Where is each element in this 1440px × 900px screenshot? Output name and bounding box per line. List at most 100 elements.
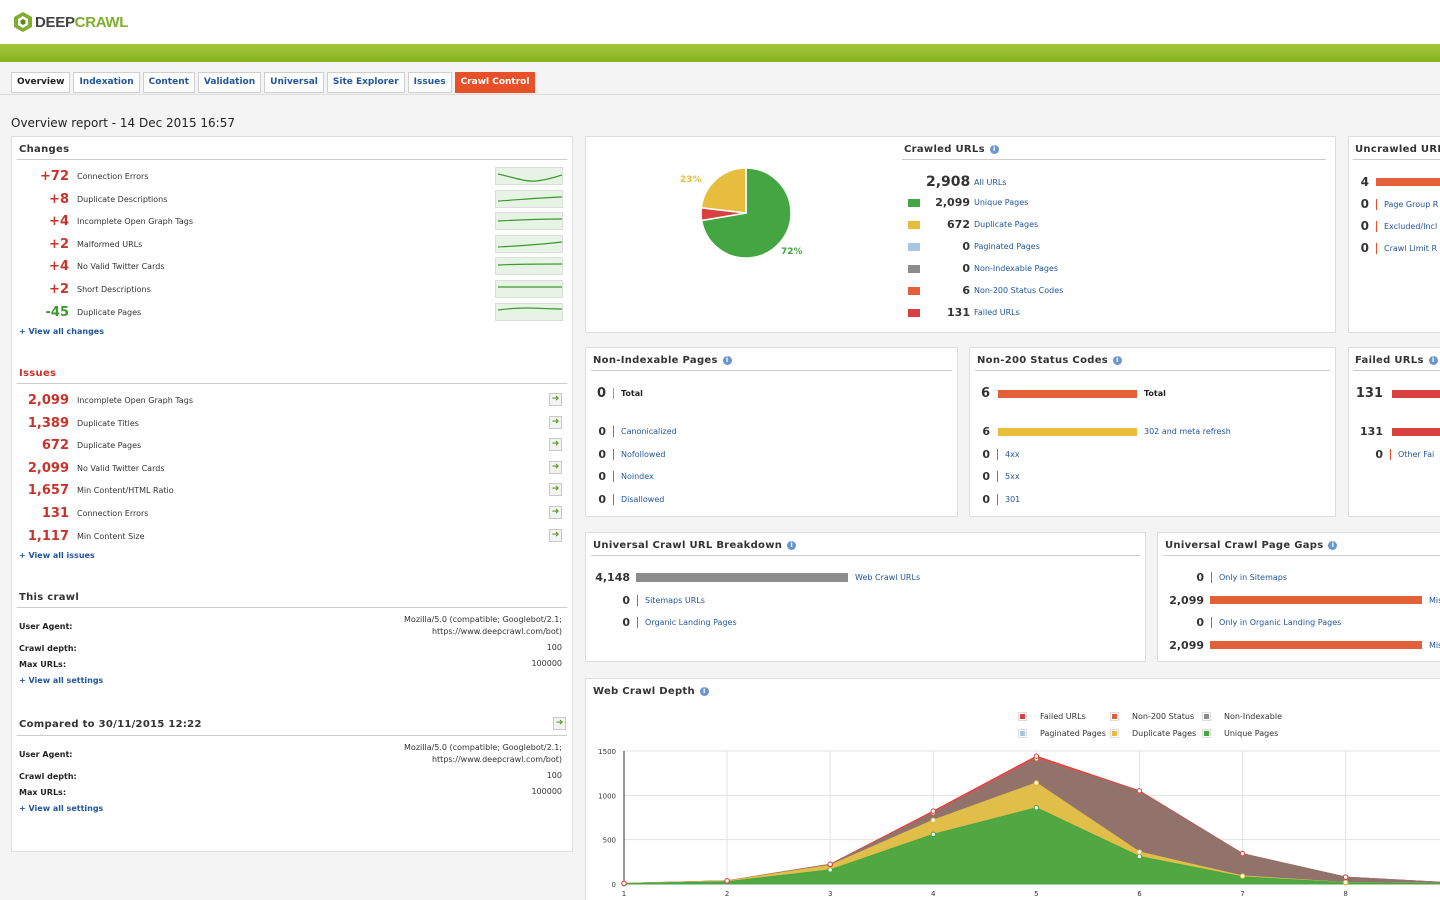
tab-site-explorer[interactable]: Site Explorer bbox=[326, 72, 405, 93]
uncrawled-label[interactable]: Page Group R bbox=[1384, 199, 1439, 209]
issue-go-arrow-icon[interactable]: ➜ bbox=[549, 438, 562, 452]
point-duplicate-pages[interactable] bbox=[1033, 780, 1040, 786]
crawled-url-row[interactable]: 6 Non-200 Status Codes bbox=[908, 284, 1063, 297]
point-failed-urls[interactable] bbox=[724, 878, 730, 884]
info-icon[interactable]: i bbox=[787, 540, 797, 550]
issue-row[interactable]: 1,389 Duplicate Titles bbox=[12, 416, 139, 431]
point-unique-pages[interactable] bbox=[930, 831, 936, 838]
gap-bar-label[interactable]: Mis bbox=[1429, 595, 1440, 605]
point-failed-urls[interactable] bbox=[621, 880, 627, 887]
issue-row[interactable]: 1,657 Min Content/HTML Ratio bbox=[12, 483, 174, 498]
compared-view-all-settings-link[interactable]: + View all settings bbox=[19, 804, 104, 813]
point-unique-pages[interactable] bbox=[1136, 853, 1143, 860]
gap-row[interactable]: 0 Only in Organic Landing Pages bbox=[1158, 616, 1341, 629]
non-200-row[interactable]: 0 301 bbox=[970, 493, 1020, 506]
view-all-settings-link[interactable]: + View all settings bbox=[19, 676, 104, 685]
deepcrawl-logo[interactable]: DEEPCRAWL bbox=[13, 11, 128, 33]
uncrawled-row[interactable]: 0 Crawl Limit R bbox=[1349, 241, 1437, 255]
point-duplicate-pages[interactable] bbox=[1239, 873, 1246, 879]
point-failed-urls[interactable] bbox=[827, 861, 833, 867]
uncrawled-label[interactable]: Crawl Limit R bbox=[1384, 243, 1438, 253]
breakdown-label[interactable]: Sitemaps URLs bbox=[645, 595, 705, 605]
ni-label[interactable]: Disallowed bbox=[621, 494, 665, 504]
non-indexable-row[interactable]: 0 Disallowed bbox=[586, 493, 664, 506]
gap-row[interactable]: 2,099 Mis bbox=[1158, 594, 1440, 607]
point-failed-urls[interactable] bbox=[1136, 788, 1143, 794]
non-indexable-row[interactable]: 0 Nofollowed bbox=[586, 448, 665, 461]
tab-issues[interactable]: Issues bbox=[407, 72, 452, 93]
crawled-label[interactable]: Non-200 Status Codes bbox=[974, 286, 1064, 295]
non-indexable-row[interactable]: 0 Noindex bbox=[586, 470, 654, 483]
ni-label[interactable]: Noindex bbox=[621, 472, 654, 482]
issue-go-arrow-icon[interactable]: ➜ bbox=[549, 393, 562, 406]
point-failed-urls[interactable] bbox=[1239, 850, 1246, 857]
point-duplicate-pages[interactable] bbox=[930, 817, 936, 823]
gap-label[interactable]: Only in Organic Landing Pages bbox=[1219, 618, 1342, 628]
breakdown-row[interactable]: 0 Sitemaps URLs bbox=[586, 594, 705, 607]
issue-row[interactable]: 2,099 No Valid Twitter Cards bbox=[12, 461, 165, 476]
change-sparkline[interactable] bbox=[495, 212, 563, 231]
crawled-url-row[interactable]: 0 Paginated Pages bbox=[908, 240, 1040, 253]
info-icon[interactable]: i bbox=[1428, 355, 1438, 365]
issue-go-arrow-icon[interactable]: ➜ bbox=[549, 415, 562, 429]
tab-crawl-control[interactable]: Crawl Control bbox=[454, 72, 536, 93]
view-all-changes-link[interactable]: + View all changes bbox=[19, 327, 104, 336]
point-failed-urls[interactable] bbox=[1033, 753, 1040, 759]
non-200-row[interactable]: 6 302 and meta refresh bbox=[970, 425, 1231, 438]
point-duplicate-pages[interactable] bbox=[1342, 879, 1349, 886]
gap-row[interactable]: 2,099 Mis bbox=[1158, 639, 1440, 652]
legend-item[interactable]: Non-Indexable bbox=[1202, 712, 1282, 721]
issue-go-arrow-icon[interactable]: ➜ bbox=[549, 528, 562, 542]
crawled-url-row[interactable]: 2,908 All URLs bbox=[908, 174, 1007, 190]
view-all-issues-link[interactable]: + View all issues bbox=[19, 551, 95, 560]
breakdown-label[interactable]: Web Crawl URLs bbox=[855, 573, 921, 582]
info-icon[interactable]: i bbox=[1328, 540, 1338, 550]
legend-item[interactable]: Paginated Pages bbox=[1018, 729, 1106, 738]
uncrawled-row[interactable]: 0 Page Group R bbox=[1349, 197, 1439, 211]
change-sparkline[interactable] bbox=[495, 234, 563, 253]
issue-row[interactable]: 2,099 Incomplete Open Graph Tags bbox=[12, 393, 193, 408]
point-failed-urls[interactable] bbox=[1342, 874, 1349, 880]
n200-label[interactable]: 5xx bbox=[1005, 472, 1020, 482]
crawled-label[interactable]: Non-Indexable Pages bbox=[974, 264, 1059, 273]
crawled-url-row[interactable]: 2,099 Unique Pages bbox=[908, 196, 1028, 209]
legend-item[interactable]: Non-200 Status bbox=[1110, 712, 1194, 721]
tab-content[interactable]: Content bbox=[142, 72, 195, 93]
info-icon[interactable]: i bbox=[1113, 355, 1123, 365]
tab-universal[interactable]: Universal bbox=[264, 72, 324, 93]
non-200-row[interactable]: 0 5xx bbox=[970, 470, 1020, 483]
non-200-row[interactable]: 0 4xx bbox=[970, 448, 1020, 461]
uncrawled-row[interactable]: 4 bbox=[1349, 175, 1440, 189]
failed-row[interactable]: 0 Other Fai bbox=[1349, 448, 1434, 461]
n200-label[interactable]: 302 and meta refresh bbox=[1144, 427, 1231, 436]
legend-item[interactable]: Duplicate Pages bbox=[1110, 729, 1196, 738]
gap-label[interactable]: Only in Sitemaps bbox=[1219, 573, 1288, 582]
change-sparkline[interactable] bbox=[495, 302, 563, 321]
failed-row[interactable]: 131 bbox=[1349, 425, 1440, 438]
uncrawled-label[interactable]: Excluded/Incl bbox=[1384, 221, 1438, 231]
crawled-label[interactable]: Paginated Pages bbox=[974, 242, 1040, 251]
failed-label[interactable]: Other Fai bbox=[1398, 449, 1435, 459]
issue-row[interactable]: 1,117 Min Content Size bbox=[12, 529, 145, 544]
non-indexable-row[interactable]: 0 Canonicalized bbox=[586, 425, 677, 438]
point-failed-urls[interactable] bbox=[930, 808, 936, 814]
compared-go-arrow-icon[interactable]: ➜ bbox=[553, 717, 566, 730]
ni-label[interactable]: Canonicalized bbox=[621, 427, 677, 436]
crawled-label[interactable]: Unique Pages bbox=[974, 198, 1029, 207]
crawled-url-row[interactable]: 0 Non-Indexable Pages bbox=[908, 262, 1058, 275]
change-sparkline[interactable] bbox=[495, 280, 563, 298]
tab-overview[interactable]: Overview bbox=[11, 72, 71, 93]
issue-go-arrow-icon[interactable]: ➜ bbox=[549, 460, 562, 474]
gap-row[interactable]: 0 Only in Sitemaps bbox=[1158, 571, 1287, 584]
crawled-label[interactable]: All URLs bbox=[974, 177, 1007, 187]
legend-item[interactable]: Unique Pages bbox=[1202, 729, 1278, 738]
uncrawled-row[interactable]: 0 Excluded/Incl bbox=[1349, 219, 1438, 233]
tab-validation[interactable]: Validation bbox=[197, 72, 262, 93]
crawled-label[interactable]: Failed URLs bbox=[974, 308, 1020, 317]
n200-label[interactable]: 4xx bbox=[1005, 449, 1020, 459]
breakdown-label[interactable]: Organic Landing Pages bbox=[645, 618, 737, 628]
pie-slice-duplicate-pages[interactable] bbox=[700, 167, 747, 214]
breakdown-row[interactable]: 0 Organic Landing Pages bbox=[586, 616, 737, 629]
ni-label[interactable]: Nofollowed bbox=[621, 449, 666, 459]
point-unique-pages[interactable] bbox=[827, 867, 833, 873]
